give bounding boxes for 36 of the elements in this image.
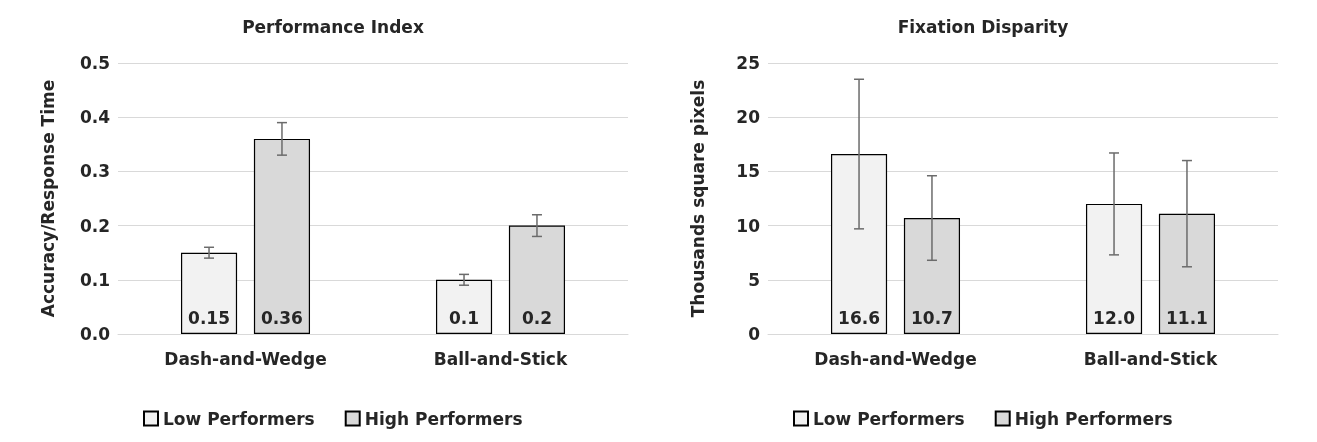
legend-label: Low Performers	[813, 408, 965, 429]
y-tick-label: 0.2	[79, 215, 110, 236]
x-tick-label: Ball-and-Stick	[1083, 348, 1218, 369]
data-label: 11.1	[1165, 307, 1208, 328]
y-tick-label: 0.3	[79, 161, 110, 182]
y-tick-label: 25	[736, 53, 760, 73]
bar	[435, 279, 493, 334]
data-label: 0.36	[260, 307, 303, 328]
chart-title: Fixation Disparity	[897, 16, 1069, 37]
y-tick-label: 20	[736, 107, 761, 128]
legend-label: High Performers	[364, 408, 523, 429]
y-tick-label: 5	[748, 269, 760, 290]
data-label: 0.15	[188, 307, 231, 328]
y-tick-label: 0.5	[79, 53, 110, 73]
legend-label: Low Performers	[163, 408, 315, 429]
chart-title: Performance Index	[242, 16, 424, 37]
y-tick-label: 0	[748, 324, 761, 344]
y-tick-label: 10	[736, 215, 761, 236]
data-label: 16.6	[838, 307, 881, 328]
bar	[1085, 203, 1143, 334]
bar	[180, 252, 238, 334]
x-tick-label: Ball-and-Stick	[433, 348, 568, 369]
y-tick-label: 0.4	[79, 107, 111, 128]
y-tick-label: 0.0	[79, 324, 111, 344]
y-tick-label: 0.1	[79, 269, 110, 290]
bar	[830, 154, 888, 334]
legend-label: High Performers	[1014, 408, 1173, 429]
x-tick-label: Dash-and-Wedge	[164, 348, 327, 369]
data-label: 10.7	[910, 307, 953, 328]
data-label: 0.2	[521, 307, 553, 328]
data-label: 0.1	[448, 307, 480, 328]
data-label: 12.0	[1093, 307, 1136, 328]
y-axis-title: Accuracy/Response Time	[37, 79, 58, 318]
y-axis-title: Thousands square pixels	[687, 79, 708, 318]
x-tick-label: Dash-and-Wedge	[814, 348, 977, 369]
y-tick-label: 15	[736, 161, 760, 182]
